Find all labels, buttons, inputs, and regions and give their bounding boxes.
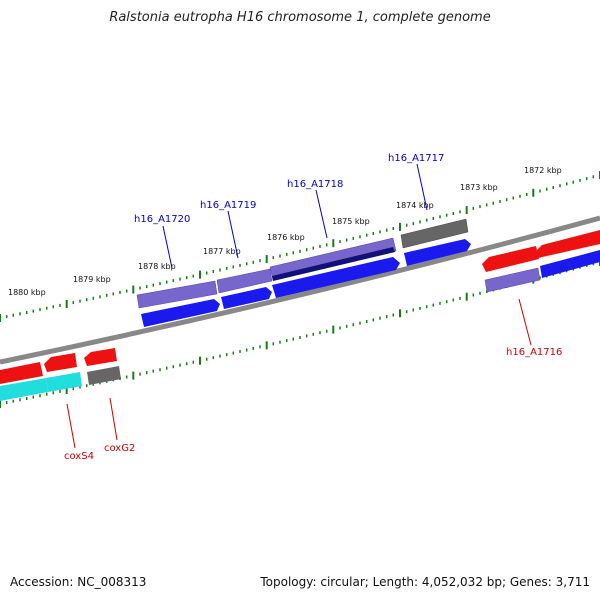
outer-scale-ticks [0,171,600,322]
gene-coxG2-red[interactable] [84,348,117,366]
scale-label-1880: 1880 kbp [8,288,46,297]
label-coxS4[interactable]: coxS4 [64,451,94,462]
gene-coxG2-gray[interactable] [87,366,121,385]
label-h16-a1717[interactable]: h16_A1717 [388,153,444,164]
scale-label-1873: 1873 kbp [460,183,498,192]
gene-red-right-1[interactable] [482,246,539,272]
gene-arrow-3[interactable] [272,257,400,298]
scale-label-1879: 1879 kbp [73,275,111,284]
scale-label-1872: 1872 kbp [524,166,562,175]
gene-h16-a1718-core[interactable] [272,247,395,281]
scale-label-1878: 1878 kbp [138,262,176,271]
gene-h16-a1716-outer[interactable] [484,267,541,293]
gene-arrow-2[interactable] [221,287,272,309]
gene-leaders [66,163,532,449]
accession-text: Accession: NC_008313 [10,575,147,589]
scale-label-1877: 1877 kbp [203,247,241,256]
gene-arrow-1[interactable] [141,299,220,327]
chromosome-backbone [0,215,600,365]
gene-coxS4-red[interactable] [44,353,77,372]
label-h16-a1716[interactable]: h16_A1716 [506,347,562,358]
scale-label-1876: 1876 kbp [267,233,305,242]
label-coxG2[interactable]: coxG2 [104,443,135,454]
label-h16-a1718[interactable]: h16_A1718 [287,179,343,190]
gene-red-right-2[interactable] [535,230,600,258]
scale-label-1874: 1874 kbp [396,201,434,210]
scale-label-1875: 1875 kbp [332,217,370,226]
gene-coxS4-cyan[interactable] [46,372,82,392]
map-title: Ralstonia eutropha H16 chromosome 1, com… [109,10,491,25]
gene-h16-a1717-outer[interactable] [400,218,469,249]
topology-text: Topology: circular; Length: 4,052,032 bp… [260,575,590,589]
gene-red-left-1[interactable] [0,362,43,384]
label-h16-a1720[interactable]: h16_A1720 [134,214,190,225]
gene-cyan-left-1[interactable] [0,378,48,401]
gene-h16-a1720-outer[interactable] [136,280,218,309]
gene-arrow-4[interactable] [404,239,471,266]
label-h16-a1719[interactable]: h16_A1719 [200,200,256,211]
gene-blue-right[interactable] [540,250,600,278]
gene-h16-a1719-outer[interactable] [216,268,273,294]
